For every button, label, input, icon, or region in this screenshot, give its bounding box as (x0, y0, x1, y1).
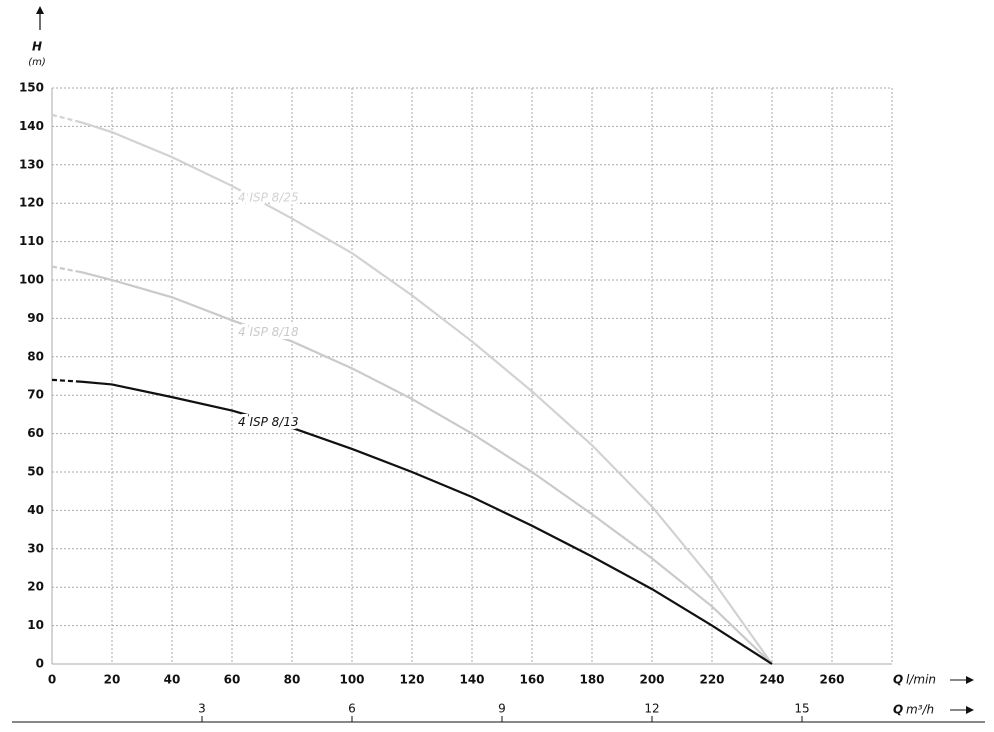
x-tick-label: 0 (48, 673, 56, 687)
y-tick-label: 150 (19, 81, 44, 95)
y-axis-label: H (32, 40, 42, 54)
x2-tick-label: 6 (348, 702, 356, 716)
y-tick-label: 130 (19, 157, 44, 171)
x-arrow-head (966, 676, 974, 684)
y-tick-label: 120 (19, 196, 44, 210)
y-tick-label: 50 (27, 465, 44, 479)
x-tick-label: 120 (399, 673, 424, 687)
series-line (51, 113, 773, 665)
x2-arrow-head (966, 706, 974, 714)
x-tick-label: 200 (639, 673, 664, 687)
x-tick-label: 260 (819, 673, 844, 687)
x-axis-unit: l/min (906, 673, 936, 687)
y-tick-label: 90 (27, 311, 44, 325)
x2-tick-label: 3 (198, 702, 206, 716)
x-tick-label: 240 (759, 673, 784, 687)
y-tick-label: 140 (19, 119, 44, 133)
series-label: 4 ISP 8/13 (238, 415, 299, 429)
y-tick-label: 60 (27, 426, 44, 440)
x-tick-label: 180 (579, 673, 604, 687)
y-tick-label: 110 (19, 234, 44, 248)
y-tick-label: 20 (27, 580, 44, 594)
x2-axis-unit: m³/h (906, 703, 934, 717)
x-tick-label: 160 (519, 673, 544, 687)
y-tick-label: 70 (27, 388, 44, 402)
y-axis-unit: (m) (28, 57, 46, 68)
x2-tick-label: 15 (794, 702, 809, 716)
x2-axis-label: Q (893, 703, 903, 717)
y-tick-label: 10 (27, 618, 44, 632)
series-label: 4 ISP 8/25 (238, 190, 299, 204)
y-tick-label: 30 (27, 541, 44, 555)
y-tick-label: 100 (19, 273, 44, 287)
x-tick-label: 220 (699, 673, 724, 687)
y-arrow-head (36, 6, 44, 14)
series-label: 4 ISP 8/18 (238, 325, 299, 339)
x-tick-label: 20 (104, 673, 121, 687)
y-tick-label: 0 (36, 657, 44, 671)
x2-tick-label: 9 (498, 702, 506, 716)
series-line (51, 378, 773, 665)
x-tick-label: 60 (224, 673, 241, 687)
x-tick-label: 40 (164, 673, 181, 687)
y-tick-label: 80 (27, 349, 44, 363)
x-tick-label: 140 (459, 673, 484, 687)
series-line (51, 265, 773, 665)
x-axis-label: Q (893, 673, 903, 687)
x-tick-label: 100 (339, 673, 364, 687)
y-tick-label: 40 (27, 503, 44, 517)
x-tick-label: 80 (284, 673, 301, 687)
x2-tick-label: 12 (644, 702, 659, 716)
